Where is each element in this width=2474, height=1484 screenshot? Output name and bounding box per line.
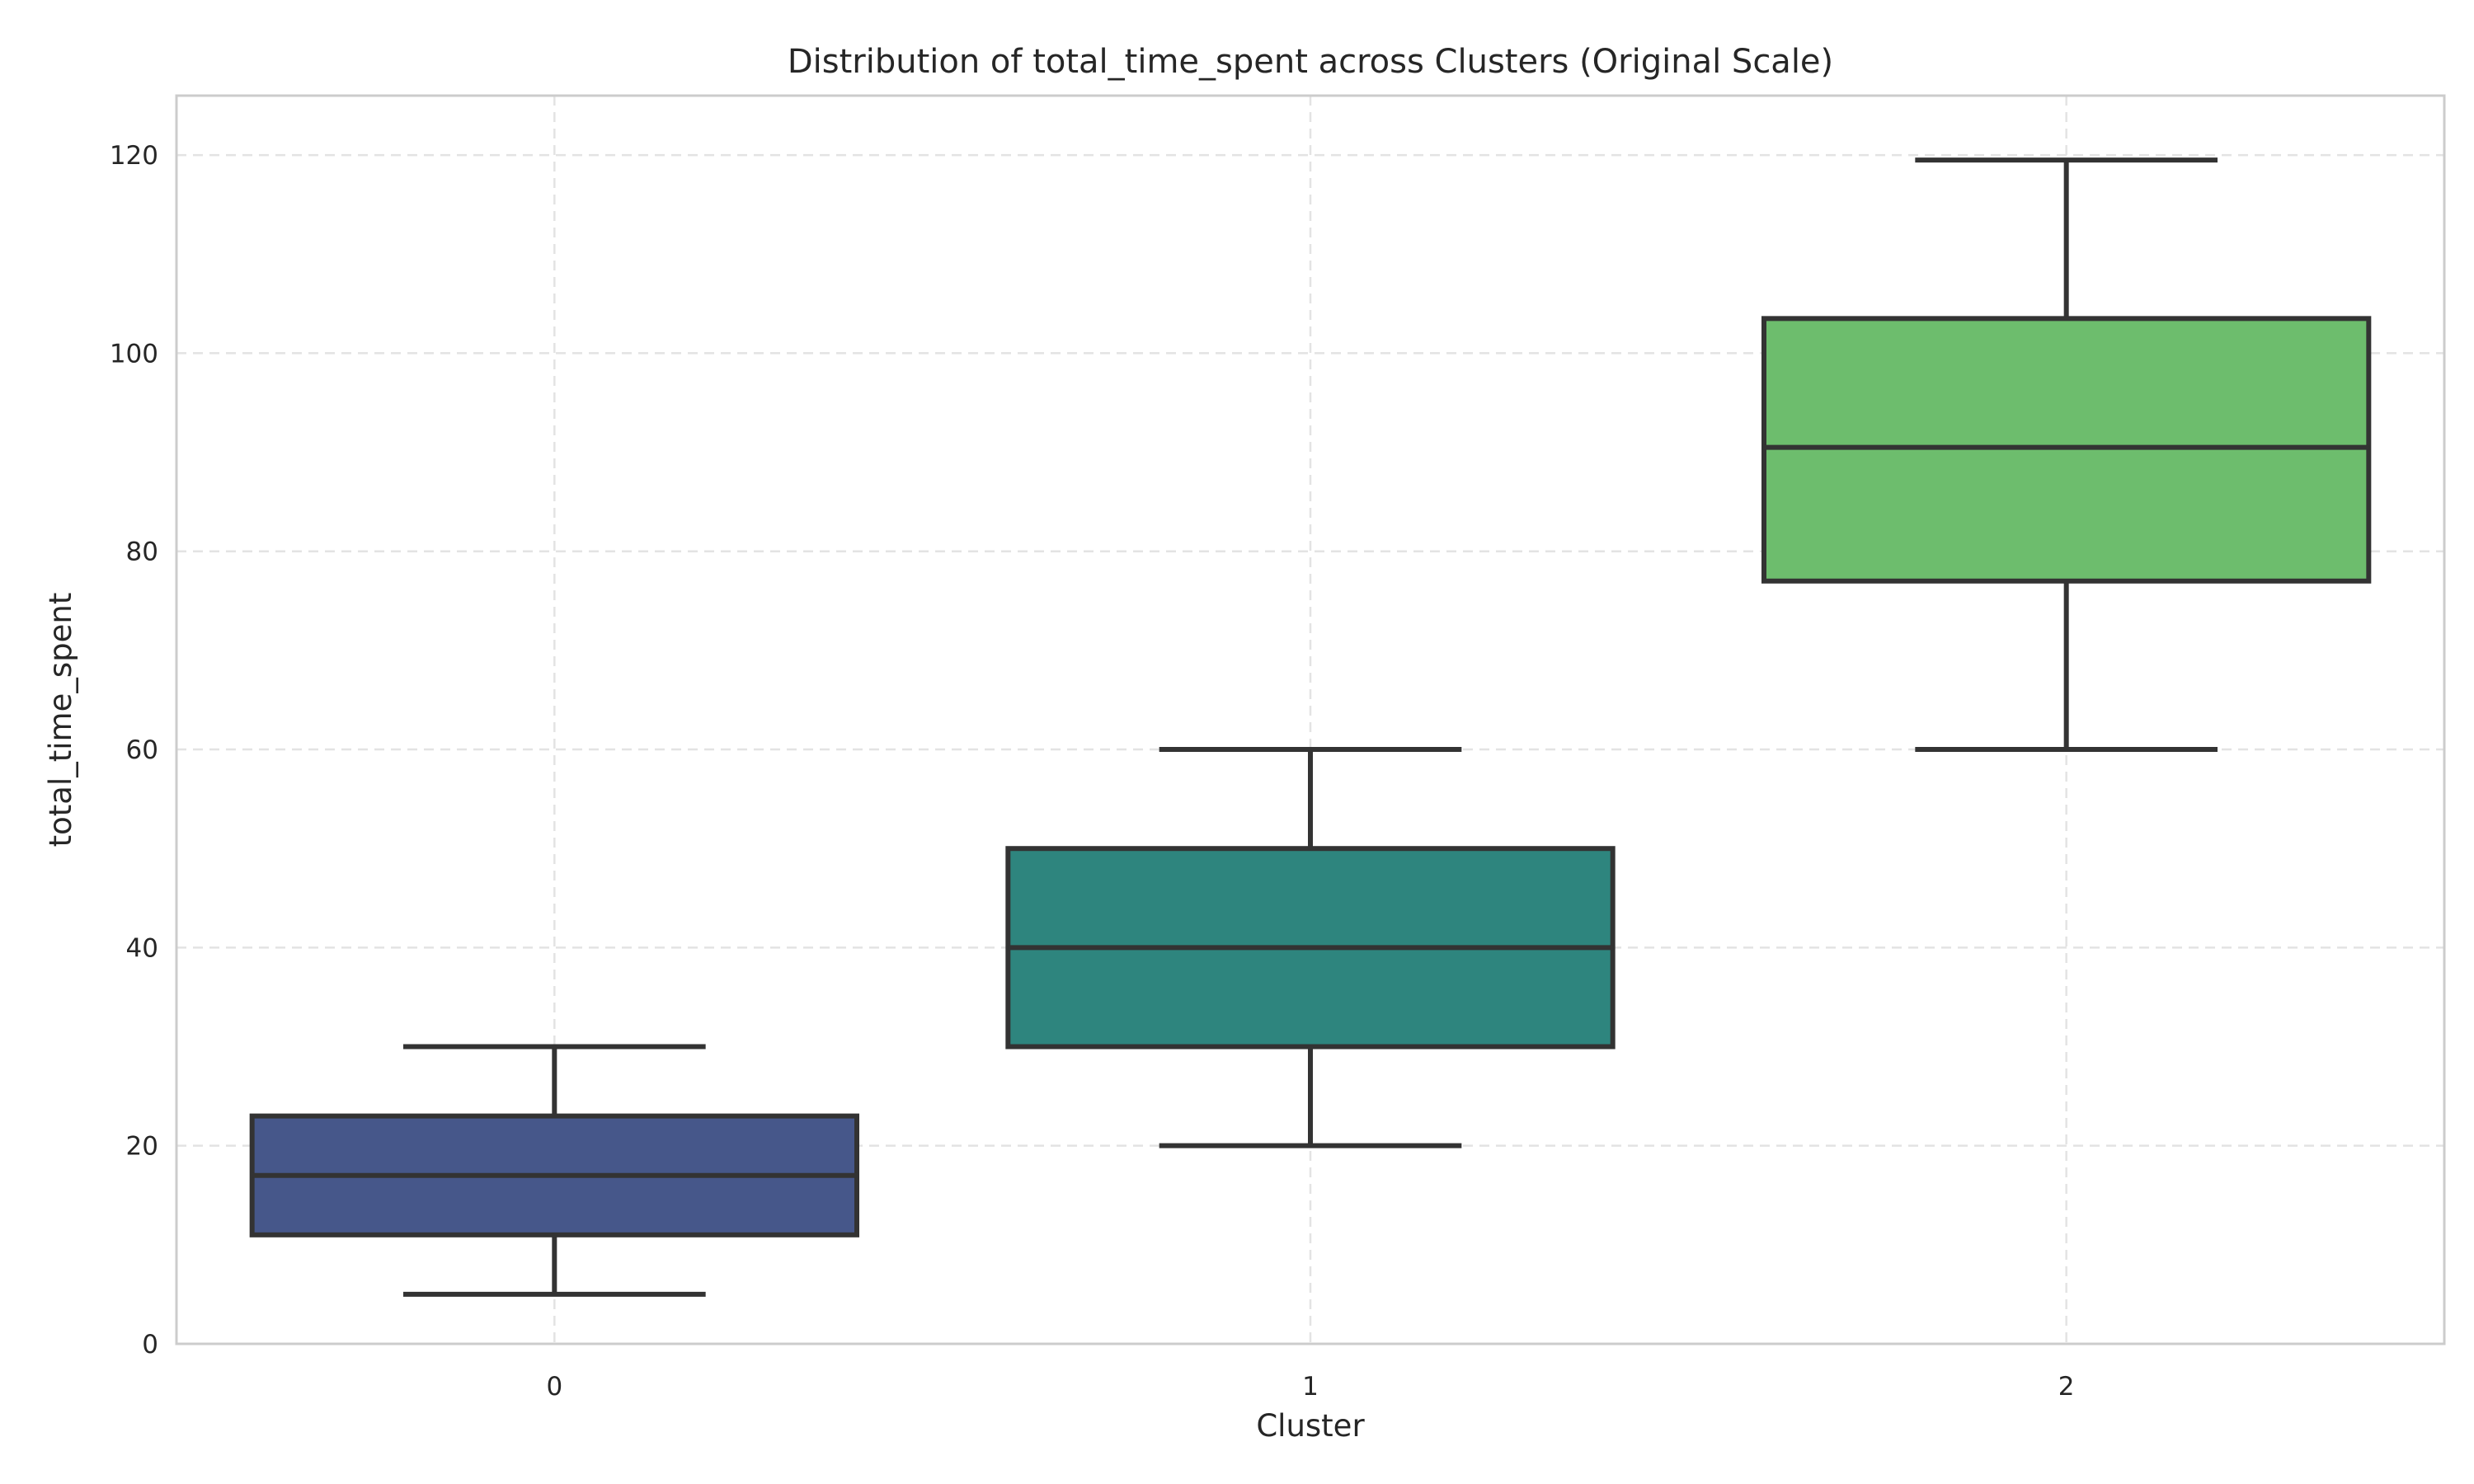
x-tick-label: 1 <box>1302 1372 1319 1402</box>
x-tick-label: 0 <box>546 1372 562 1402</box>
iqr-box <box>1761 316 2372 584</box>
box-cluster-1 <box>1005 747 1616 1148</box>
y-tick-label: 40 <box>126 933 158 963</box>
box-cluster-0 <box>249 1044 859 1297</box>
plot-frame <box>175 94 2446 1345</box>
x-axis-title: Cluster <box>1256 1408 1365 1444</box>
box-layer <box>249 157 2372 1297</box>
chart-title: Distribution of total_time_spent across … <box>788 43 1833 81</box>
y-tick-label: 0 <box>142 1330 158 1360</box>
y-tick-label: 80 <box>126 538 158 567</box>
y-tick-label: 20 <box>126 1132 158 1162</box>
y-tick-label: 120 <box>110 141 158 171</box>
y-axis-title: total_time_spent <box>43 593 78 848</box>
box-cluster-2 <box>1761 157 2372 753</box>
x-tick-label: 2 <box>2058 1372 2075 1402</box>
axis-layer: 0 20 40 60 80 100 120 0 1 2 <box>110 141 2075 1402</box>
y-tick-label: 100 <box>110 339 158 369</box>
y-tick-label: 60 <box>126 735 158 765</box>
